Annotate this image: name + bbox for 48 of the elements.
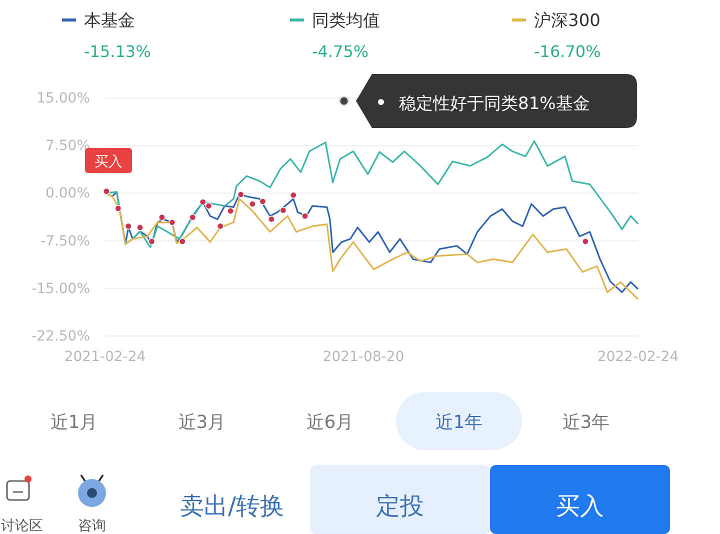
y-tick-label: 7.50% (46, 138, 90, 154)
point (136, 224, 144, 231)
point (205, 202, 212, 210)
point (237, 190, 244, 198)
point (148, 238, 156, 245)
text: 近3月 (178, 412, 226, 433)
x-tick-label: 2021-02-24 (64, 348, 146, 365)
text: 近6月 (306, 412, 354, 433)
x-tick-label: 2021-08-20 (322, 348, 404, 365)
y-tick-label: -15.00% (32, 280, 90, 297)
text: 讨论区 (1, 518, 43, 534)
point (249, 200, 256, 208)
text: -16.70% (534, 42, 601, 61)
text: 买入 (556, 492, 604, 520)
point (102, 188, 110, 195)
annotation: 稳定性好于同类81%基金 (399, 94, 590, 114)
point (216, 222, 224, 230)
text: 定投 (376, 492, 424, 520)
legend-label: 同类均值 (312, 11, 380, 31)
y-tick-label: 0.00% (46, 186, 90, 202)
text: 近3年 (562, 412, 610, 433)
point (189, 214, 196, 221)
point (280, 206, 287, 214)
point (178, 238, 186, 245)
x-tick-label: 2022-02-24 (597, 348, 679, 365)
point (114, 204, 122, 212)
legend-label: 沪深300 (534, 11, 600, 31)
point (582, 238, 589, 245)
point (168, 218, 176, 226)
text: 近1月 (50, 412, 98, 433)
point (227, 207, 234, 214)
y-tick-label: -22.50% (32, 328, 90, 344)
text: 近1年 (435, 412, 483, 433)
point (302, 212, 309, 220)
annotation: 买入 (94, 154, 122, 170)
text: 咨询 (78, 518, 106, 534)
point (158, 214, 166, 221)
point (290, 192, 297, 199)
text: -4.75% (312, 42, 369, 61)
y-tick-label: 15.00% (36, 90, 90, 106)
point (124, 222, 132, 230)
text: 卖出/转换 (180, 492, 284, 520)
text: -15.13% (84, 42, 151, 61)
point (268, 216, 275, 223)
legend-label: 本基金 (84, 11, 135, 31)
point (199, 198, 206, 206)
point (259, 198, 266, 205)
y-tick-label: -7.50% (40, 233, 90, 250)
